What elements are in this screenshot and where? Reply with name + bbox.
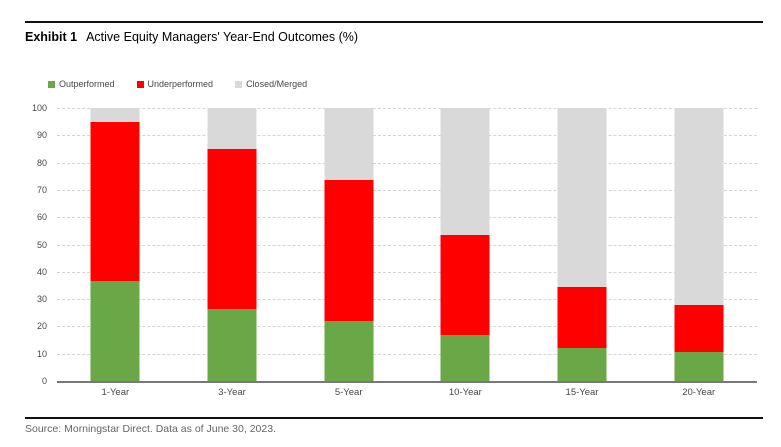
gridline-70 [57,189,757,191]
bar-cell-5-year [290,108,407,381]
y-tick-label: 40 [36,266,47,277]
bar-segment-closed-merged [674,108,724,305]
source-note: Source: Morningstar Direct. Data as of J… [25,423,276,435]
gridline-30 [57,299,757,301]
bottom-divider [25,417,763,419]
bar-stack-3-year [207,108,257,381]
legend-swatch-outperformed [48,80,55,88]
bar-stack-10-year [440,108,490,381]
bar-segment-outperformed [440,334,490,381]
y-tick-label: 100 [31,103,47,113]
legend-item-underperformed: Underperformed [136,79,214,89]
gridline-100 [57,108,757,109]
legend-item-outperformed: Outperformed [48,79,115,89]
bar-cell-1-year [57,108,174,381]
bar-segment-closed-merged [324,108,374,181]
y-axis: 0 10 20 30 40 50 60 70 80 90 100 [0,103,47,386]
bar-segment-closed-merged [557,108,607,287]
exhibit-number: Exhibit 1 [25,30,78,44]
bar-segment-underperformed [207,148,257,309]
bar-stack-5-year [324,108,374,381]
gridline-40 [57,271,757,273]
legend-label: Closed/Merged [246,79,308,89]
bar-segment-outperformed [90,281,140,381]
top-divider [25,21,763,23]
y-tick-label: 60 [36,212,47,223]
gridline-60 [57,217,757,219]
x-tick-label-3-year: 3-Year [218,387,246,398]
bar-segment-outperformed [324,320,374,381]
bar-segment-underperformed [440,234,490,335]
exhibit-title-text: Active Equity Managers' Year-End Outcome… [86,30,359,44]
bar-cell-3-year [174,108,291,381]
bar-stack-20-year [674,108,724,381]
chart-legend: Outperformed Underperformed Closed/Merged [48,79,329,89]
bar-segment-underperformed [674,304,724,353]
y-tick-label: 0 [41,376,47,386]
y-tick-label: 70 [36,184,47,195]
plot-area [57,108,757,383]
x-tick-label-15-year: 15-Year [565,387,599,398]
legend-label: Outperformed [59,79,115,89]
gridline-20 [57,326,757,328]
x-tick-label-1-year: 1-Year [101,387,130,398]
bar-cell-10-year [407,108,524,381]
y-tick-label: 90 [36,130,47,141]
bar-segment-outperformed [674,352,724,381]
x-axis: 1-Year 3-Year 5-Year 10-Year 15-Year 20-Year [57,387,757,398]
bar-cell-20-year [640,108,757,381]
bar-stack-1-year [90,108,140,381]
gridline-50 [57,244,757,246]
bar-segment-closed-merged [90,108,140,122]
gridline-90 [57,135,757,137]
x-tick-label-10-year: 10-Year [448,387,482,398]
bar-segment-outperformed [557,348,607,381]
bar-segment-underperformed [324,180,374,321]
gridline-10 [57,353,757,355]
legend-label: Underperformed [147,79,214,89]
y-tick-label: 80 [36,157,47,168]
bar-segment-closed-merged [207,108,257,149]
gridline-80 [57,162,757,164]
y-tick-label: 50 [36,239,47,250]
bar-stack-15-year [557,108,607,381]
legend-swatch-underperformed [136,80,144,88]
y-tick-label: 30 [36,294,47,305]
bar-segment-closed-merged [440,108,490,235]
legend-item-closed-merged: Closed/Merged [235,79,307,89]
x-tick-label-5-year: 5-Year [334,387,363,398]
y-tick-label: 20 [36,321,47,332]
bar-segment-underperformed [90,121,140,282]
x-tick-label-20-year: 20-Year [682,387,716,398]
exhibit-title: Exhibit 1 Active Equity Managers' Year-En… [25,30,358,44]
bar-cell-15-year [524,108,641,381]
bar-segment-outperformed [207,308,257,381]
legend-swatch-closed-merged [235,80,243,88]
y-tick-label: 10 [36,348,47,359]
bar-segment-underperformed [557,286,607,349]
bars-row [57,108,757,381]
